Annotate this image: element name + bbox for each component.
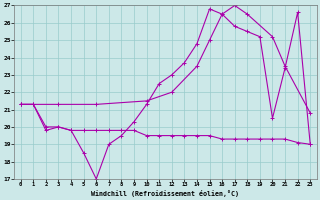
X-axis label: Windchill (Refroidissement éolien,°C): Windchill (Refroidissement éolien,°C) (92, 190, 239, 197)
